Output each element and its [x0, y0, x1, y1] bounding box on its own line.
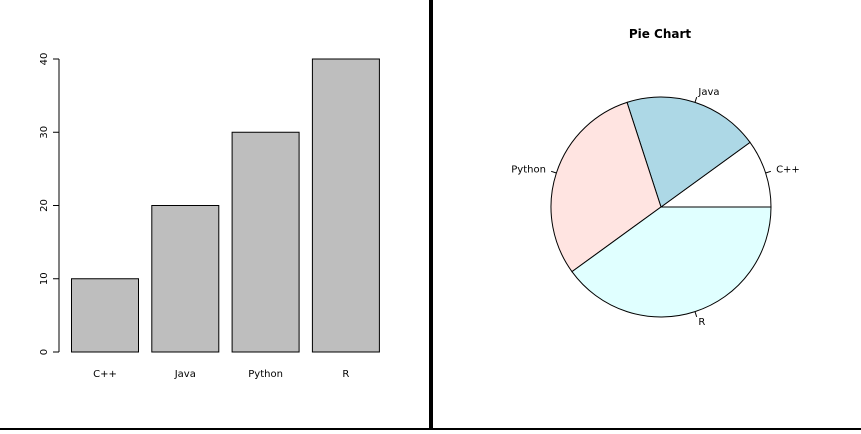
- y-tick-label: 10: [39, 272, 50, 285]
- bar-chart-panel: 0 10 20 30 40 C++ Java Python R: [39, 53, 380, 380]
- pie-chart-title: Pie Chart: [629, 27, 692, 41]
- x-tick-label: Java: [174, 369, 196, 380]
- pie-slice-r: [571, 206, 772, 318]
- pie-label: Python: [511, 165, 546, 176]
- y-tick-label: 30: [39, 126, 50, 139]
- pie-label: Java: [697, 87, 719, 98]
- pie-label: C++: [776, 165, 800, 176]
- y-tick-label: 40: [39, 53, 50, 66]
- bar-cpp: [71, 278, 139, 353]
- pie-label-tick: [550, 170, 557, 174]
- bar-java: [151, 205, 220, 353]
- bar-r: [311, 58, 380, 353]
- bar-python: [231, 131, 300, 353]
- pie-slices: [550, 96, 772, 318]
- x-tick-label: Python: [248, 369, 283, 380]
- bar-series: [71, 58, 380, 353]
- pie-slice-java: [626, 96, 751, 208]
- y-axis: 0 10 20 30 40: [39, 53, 60, 355]
- pie-label-tick: [694, 311, 698, 318]
- x-tick-labels: C++ Java Python R: [93, 369, 349, 380]
- y-tick-label: 0: [39, 349, 50, 355]
- x-tick-label: C++: [93, 369, 117, 380]
- pie-label: R: [698, 317, 705, 328]
- pie-labels: C++ Java Python R: [511, 87, 800, 328]
- y-tick-label: 20: [39, 199, 50, 212]
- pie-label-tick: [694, 96, 698, 103]
- x-tick-label: R: [342, 369, 349, 380]
- pie-slice-python: [550, 101, 662, 273]
- pie-chart-panel: Pie Chart C++ Java Python R: [511, 27, 800, 328]
- pie-label-tick: [765, 170, 772, 174]
